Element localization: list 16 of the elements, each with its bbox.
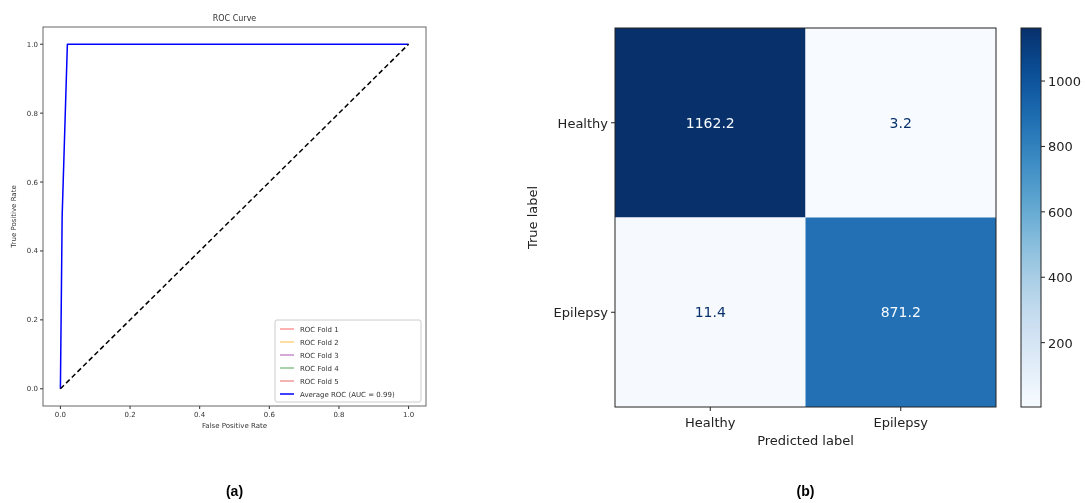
color-bar-label: 200: [1048, 335, 1073, 351]
data-label: 871.2: [880, 304, 921, 321]
color-bar-label: 1000: [1048, 74, 1082, 90]
data-label: 11.4: [694, 304, 726, 321]
chart-title: ROC Curve: [212, 14, 257, 23]
x-axis-title: Predicted label: [757, 433, 854, 448]
color-bar-label: 600: [1048, 204, 1073, 220]
data-label: 1162.2: [685, 114, 735, 131]
x-tick-label: Healthy: [685, 415, 736, 430]
color-bar-label: 800: [1048, 139, 1073, 155]
color-bar-label: 400: [1048, 270, 1073, 286]
x-tick-label: Epilepsy: [873, 415, 929, 430]
text: (b): [796, 483, 815, 499]
y-axis-title: True label: [525, 185, 540, 251]
text: (a): [225, 483, 244, 499]
data-label: 3.2: [889, 114, 912, 131]
